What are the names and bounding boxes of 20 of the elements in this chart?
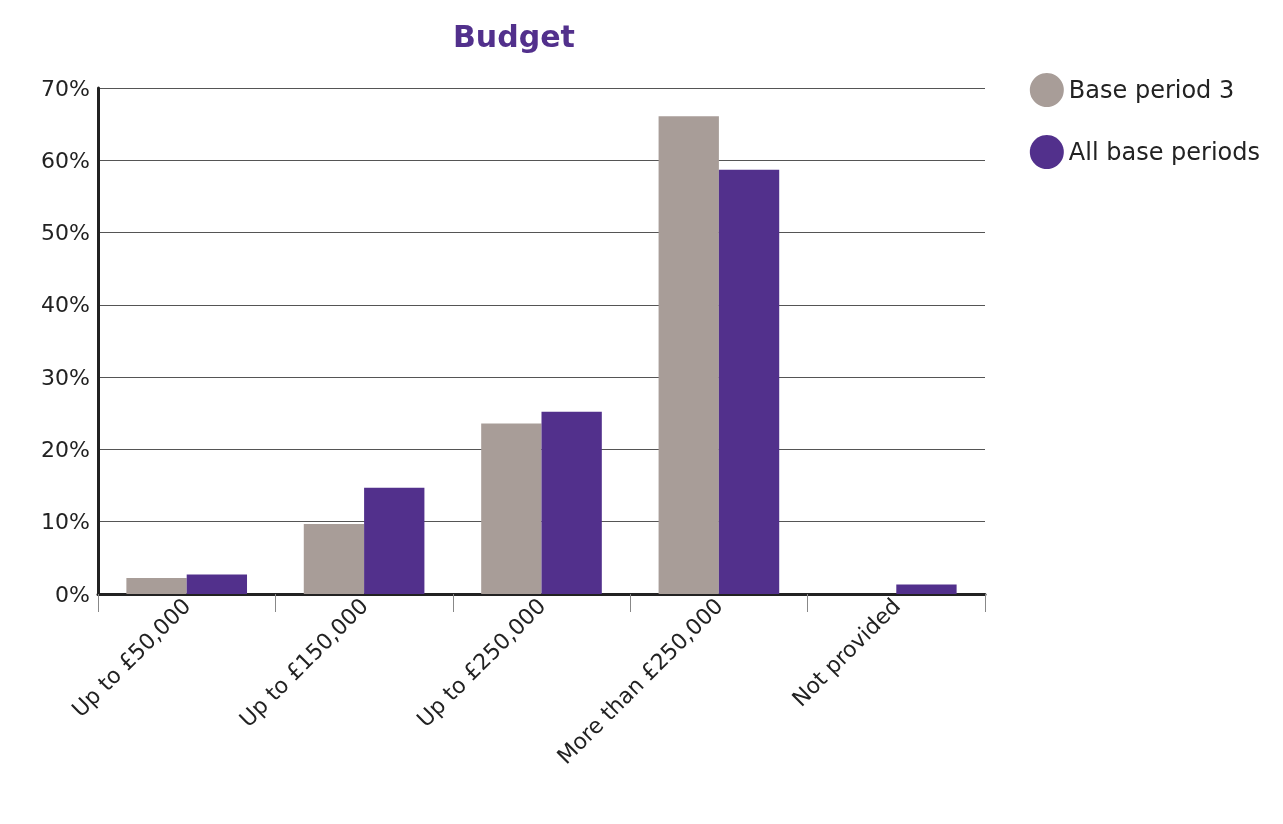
- y-tick-label: 40%: [41, 292, 90, 318]
- bar: [658, 116, 719, 594]
- y-tick-label: 0%: [55, 581, 90, 607]
- legend-label: Base period 3: [1068, 76, 1235, 104]
- bar: [186, 574, 248, 594]
- y-tick-label: 20%: [41, 436, 90, 462]
- bar: [718, 169, 780, 594]
- bar: [364, 487, 425, 594]
- y-tick-label: 10%: [41, 509, 90, 535]
- bar: [481, 423, 542, 594]
- bar: [126, 578, 187, 594]
- y-tick-label: 50%: [41, 220, 90, 246]
- bar: [896, 584, 957, 594]
- y-tick-label: 30%: [41, 364, 90, 390]
- y-tick-label: 70%: [41, 75, 90, 101]
- bar: [303, 523, 365, 594]
- legend-label: All base periods: [1068, 138, 1261, 166]
- chart-title: Budget: [453, 18, 575, 54]
- bar: [541, 411, 602, 594]
- y-tick-label: 60%: [41, 147, 90, 173]
